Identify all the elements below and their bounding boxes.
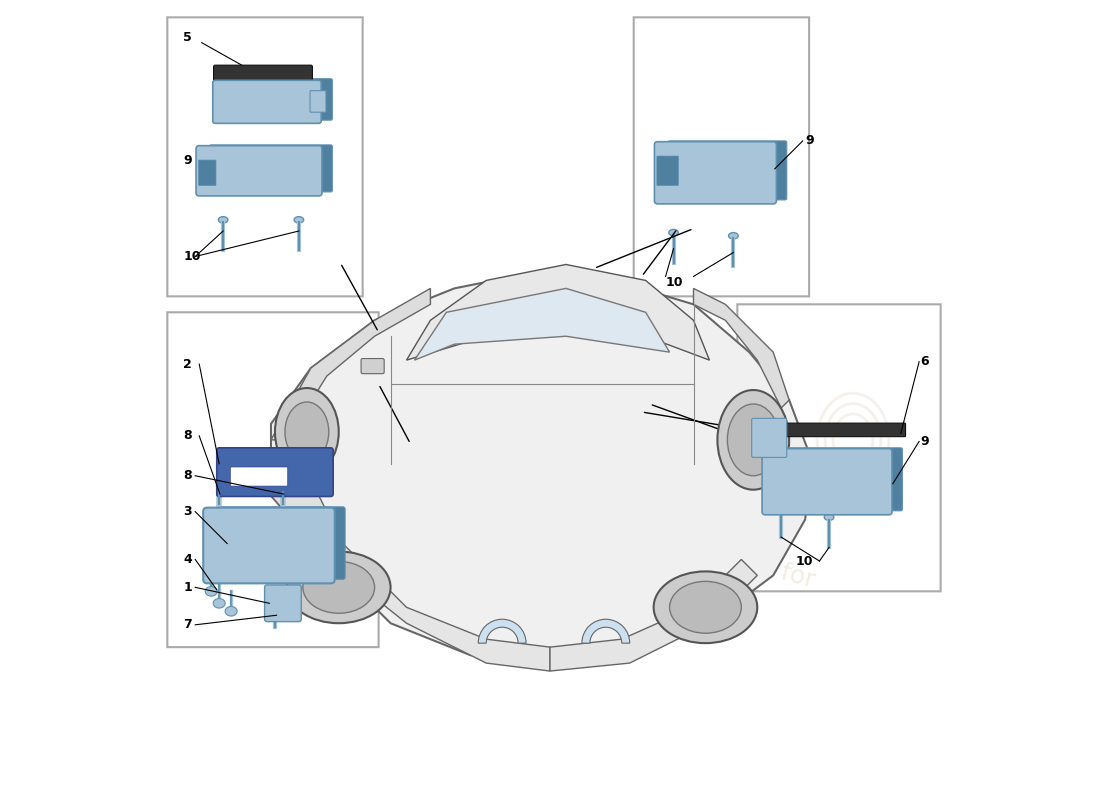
Text: la passion for: la passion for bbox=[649, 526, 817, 593]
FancyBboxPatch shape bbox=[213, 65, 312, 82]
FancyBboxPatch shape bbox=[361, 358, 384, 374]
FancyBboxPatch shape bbox=[634, 18, 810, 296]
Text: 8: 8 bbox=[184, 430, 191, 442]
FancyBboxPatch shape bbox=[310, 90, 326, 112]
FancyBboxPatch shape bbox=[204, 508, 334, 583]
Polygon shape bbox=[407, 265, 710, 360]
FancyBboxPatch shape bbox=[657, 156, 679, 186]
Ellipse shape bbox=[777, 504, 786, 510]
Text: 7: 7 bbox=[184, 618, 192, 631]
Ellipse shape bbox=[226, 606, 238, 616]
FancyBboxPatch shape bbox=[769, 423, 905, 437]
FancyBboxPatch shape bbox=[210, 145, 332, 192]
Text: 3: 3 bbox=[184, 505, 191, 518]
Ellipse shape bbox=[213, 598, 226, 608]
Text: 9: 9 bbox=[805, 134, 814, 147]
FancyBboxPatch shape bbox=[776, 448, 902, 511]
Ellipse shape bbox=[653, 571, 757, 643]
FancyBboxPatch shape bbox=[226, 78, 332, 120]
Text: since 1985: since 1985 bbox=[663, 419, 883, 509]
FancyBboxPatch shape bbox=[167, 18, 363, 296]
Polygon shape bbox=[271, 273, 813, 663]
FancyBboxPatch shape bbox=[217, 448, 333, 497]
Text: 4: 4 bbox=[184, 553, 192, 566]
Ellipse shape bbox=[728, 233, 738, 239]
FancyBboxPatch shape bbox=[737, 304, 940, 591]
Ellipse shape bbox=[669, 230, 679, 236]
Wedge shape bbox=[582, 619, 629, 643]
FancyBboxPatch shape bbox=[230, 467, 288, 486]
Ellipse shape bbox=[824, 514, 834, 520]
Polygon shape bbox=[550, 559, 757, 671]
Wedge shape bbox=[478, 619, 526, 643]
FancyBboxPatch shape bbox=[198, 160, 216, 186]
Text: 10: 10 bbox=[666, 275, 683, 289]
Ellipse shape bbox=[294, 217, 304, 223]
Polygon shape bbox=[271, 288, 430, 440]
Text: 6: 6 bbox=[921, 355, 929, 368]
Ellipse shape bbox=[275, 388, 339, 476]
Text: 1: 1 bbox=[184, 581, 192, 594]
FancyBboxPatch shape bbox=[668, 141, 786, 200]
Text: 10: 10 bbox=[184, 250, 201, 263]
Ellipse shape bbox=[287, 551, 390, 623]
Polygon shape bbox=[415, 288, 670, 360]
Polygon shape bbox=[271, 448, 343, 559]
FancyBboxPatch shape bbox=[212, 80, 321, 123]
Text: 2: 2 bbox=[184, 358, 192, 370]
Text: 9: 9 bbox=[921, 435, 929, 448]
Ellipse shape bbox=[219, 217, 228, 223]
Text: 5: 5 bbox=[184, 30, 192, 44]
FancyBboxPatch shape bbox=[196, 146, 322, 196]
Text: 8: 8 bbox=[184, 470, 191, 482]
Ellipse shape bbox=[285, 402, 329, 462]
Text: 9: 9 bbox=[184, 154, 191, 167]
Ellipse shape bbox=[717, 390, 789, 490]
FancyBboxPatch shape bbox=[265, 585, 301, 622]
FancyBboxPatch shape bbox=[217, 507, 345, 579]
Ellipse shape bbox=[206, 586, 217, 596]
Ellipse shape bbox=[302, 562, 375, 614]
Polygon shape bbox=[693, 288, 789, 408]
FancyBboxPatch shape bbox=[167, 312, 378, 647]
FancyBboxPatch shape bbox=[654, 142, 777, 204]
Text: 10: 10 bbox=[795, 554, 813, 567]
FancyBboxPatch shape bbox=[762, 449, 892, 515]
FancyBboxPatch shape bbox=[751, 418, 786, 458]
Ellipse shape bbox=[271, 594, 279, 600]
Ellipse shape bbox=[727, 404, 779, 476]
Polygon shape bbox=[327, 543, 550, 671]
Ellipse shape bbox=[670, 582, 741, 633]
